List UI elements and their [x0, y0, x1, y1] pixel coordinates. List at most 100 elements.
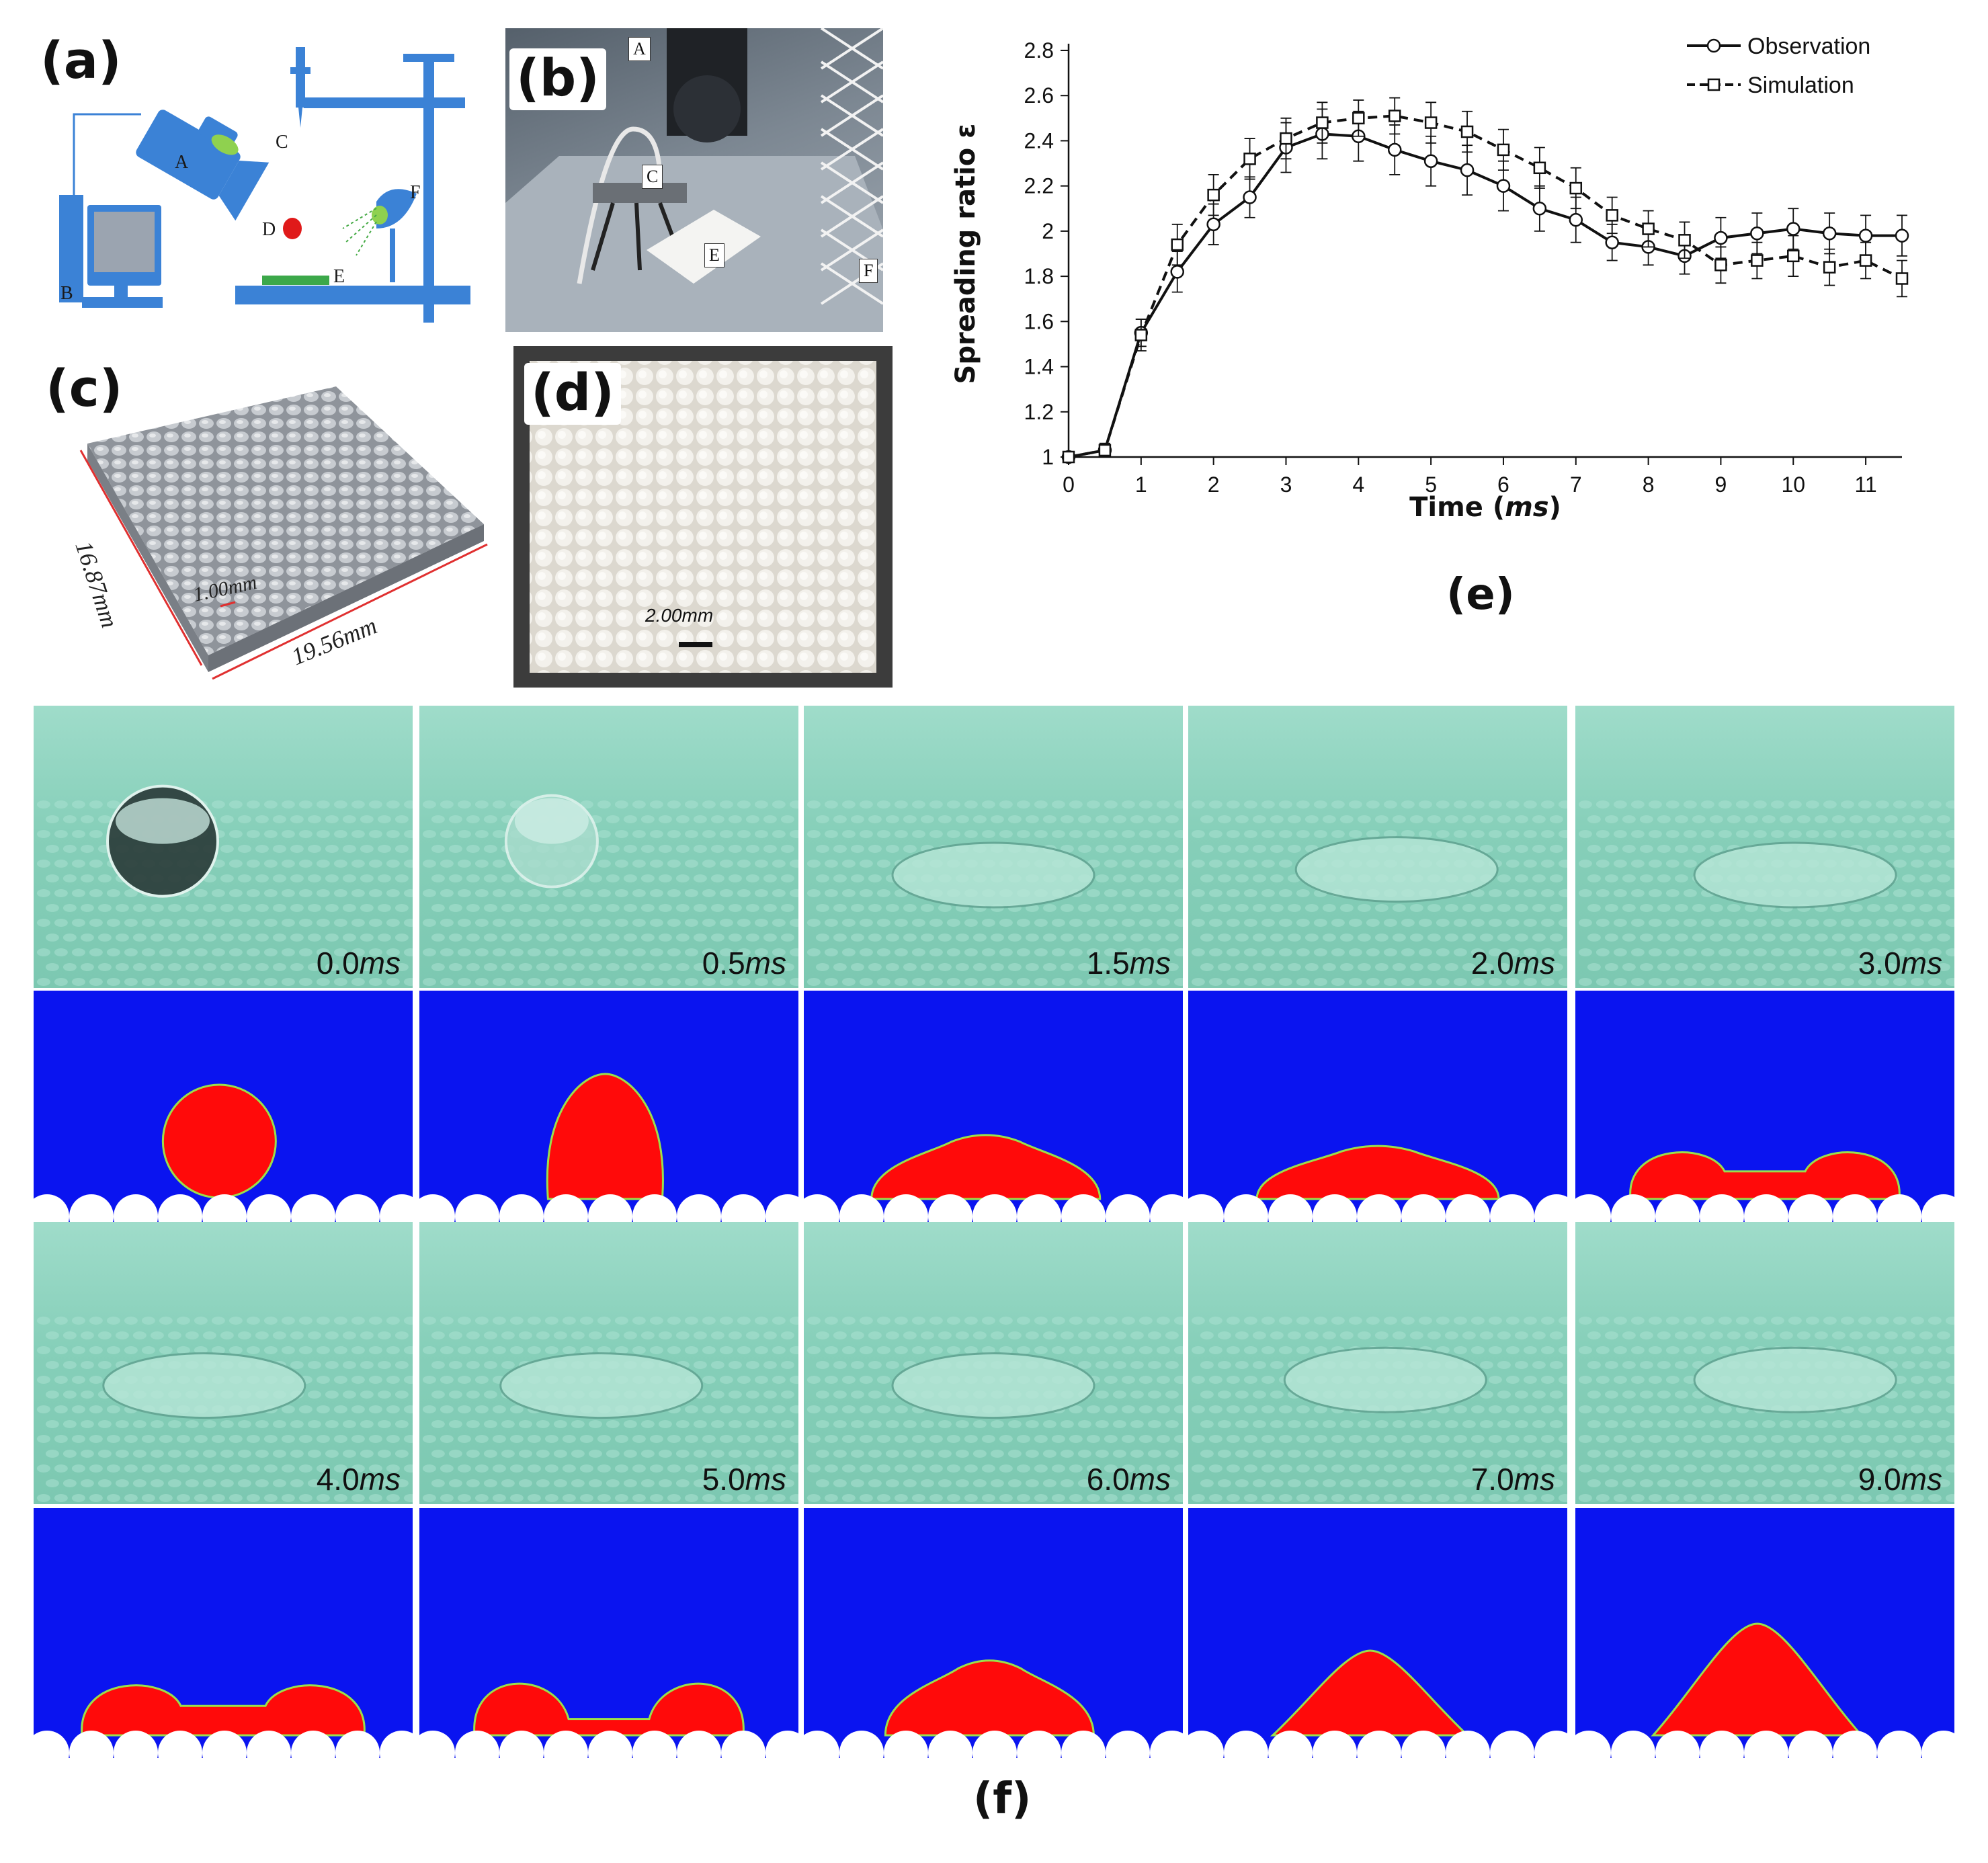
substrate-bump [455, 1194, 499, 1222]
substrate-bump [839, 1731, 884, 1758]
syringe-stand-icon [235, 47, 470, 323]
experiment-frame: 2.0ms [1188, 706, 1567, 988]
droplet [1693, 1346, 1897, 1413]
substrate-model: 16.87mm 19.56mm 1.00mm [70, 386, 488, 680]
time-label: 5.0ms [702, 1461, 786, 1497]
simulation-drawing [804, 1659, 1183, 1758]
substrate-bump [158, 1731, 202, 1758]
substrate-bump [380, 1194, 413, 1222]
simulation-frame [34, 991, 413, 1222]
substrate-bump [1877, 1194, 1921, 1222]
substrate-bump [114, 1194, 158, 1222]
substrate-bump [632, 1731, 677, 1758]
substrate-bump [335, 1194, 380, 1222]
setup-photo-drawing [505, 27, 884, 332]
time-label: 0.5ms [702, 945, 786, 981]
data-point [1423, 154, 1438, 168]
substrate-bump [1700, 1731, 1744, 1758]
y-tick-label: 2 [1042, 219, 1054, 243]
computer-icon [59, 195, 163, 308]
y-tick-label: 1.2 [1024, 400, 1054, 424]
y-tick-label: 2.4 [1024, 128, 1054, 153]
substrate-bump [380, 1731, 413, 1758]
substrate-bump [1575, 1731, 1611, 1758]
experiment-drawing [806, 800, 1183, 986]
data-point [1859, 254, 1872, 267]
substrate-bump [1788, 1731, 1833, 1758]
substrate-bump [1357, 1731, 1401, 1758]
simulation-drawing [1188, 1649, 1567, 1758]
legend-label: Observation [1747, 34, 1870, 59]
substrate-bump [839, 1194, 884, 1222]
panel-a-schematic: A B C D E F [40, 27, 497, 336]
data-point [1895, 229, 1909, 243]
data-point [1134, 329, 1148, 341]
substrate-bump [1575, 1194, 1611, 1222]
substrate-bump [544, 1194, 588, 1222]
experiment-drawing [36, 784, 413, 986]
substrate-bump [1744, 1194, 1788, 1222]
substrate-bump [1534, 1194, 1567, 1222]
x-tick-label: 8 [1643, 472, 1655, 497]
substrate-bump [1611, 1731, 1655, 1758]
simulated-droplet [473, 1682, 745, 1737]
substrate-bump [804, 1194, 839, 1222]
substrate-bump [1700, 1194, 1744, 1222]
droplet [102, 1352, 306, 1419]
svg-text:C: C [276, 132, 288, 153]
substrate-bump [972, 1194, 1017, 1222]
data-point [1858, 229, 1873, 243]
time-value: 4.0 [316, 1462, 360, 1497]
time-unit: ms [1129, 1462, 1171, 1497]
data-point [1605, 235, 1619, 249]
substrate-bump [1655, 1731, 1700, 1758]
substrate-bump [1877, 1731, 1921, 1758]
simulated-droplet [1651, 1622, 1864, 1737]
scale-bar-label: 2.00mm [645, 605, 714, 626]
substrate-bump [335, 1731, 380, 1758]
substrate-bump [884, 1194, 928, 1222]
photo-b-tag-e: E [704, 243, 724, 267]
substrate-bump [69, 1194, 114, 1222]
substrate-bump [632, 1194, 677, 1222]
simulation-drawing [1188, 1145, 1567, 1222]
substrate-bump [804, 1731, 839, 1758]
substrate-bump [1313, 1731, 1357, 1758]
x-axis-label: Time (ms) [1409, 492, 1561, 523]
simulation-drawing [1575, 1151, 1954, 1222]
x-tick-label: 10 [1781, 472, 1805, 497]
simulated-droplet [870, 1134, 1102, 1200]
photo-b-tag-a: A [628, 37, 651, 61]
data-point [1678, 234, 1691, 247]
data-point [1388, 110, 1401, 122]
x-tick-label: 3 [1280, 472, 1292, 497]
substrate-bump [1106, 1194, 1150, 1222]
substrate-bump [588, 1194, 632, 1222]
svg-text:16.87mm: 16.87mm [70, 538, 123, 631]
substrate-bump [1313, 1194, 1357, 1222]
substrate-bump [1106, 1731, 1150, 1758]
time-value: 2.0 [1471, 946, 1514, 981]
data-point [1207, 188, 1220, 202]
simulated-droplet [1270, 1649, 1471, 1737]
experiment-drawing [806, 1317, 1183, 1502]
substrate-bump [419, 1731, 455, 1758]
substrate-bump [1268, 1731, 1313, 1758]
time-value: 5.0 [702, 1462, 745, 1497]
legend-label: Simulation [1747, 73, 1854, 98]
substrate-bump [677, 1194, 721, 1222]
data-point [1206, 217, 1220, 232]
substrate-bump [972, 1731, 1017, 1758]
svg-text:F: F [410, 182, 421, 203]
series-line [1068, 132, 1902, 458]
time-value: 6.0 [1086, 1462, 1130, 1497]
experiment-drawing [422, 1317, 798, 1502]
lamp-icon [342, 189, 417, 282]
time-unit: ms [745, 1462, 786, 1497]
substrate-bump [1655, 1194, 1700, 1222]
data-point [1062, 450, 1075, 464]
substrate-bump [884, 1731, 928, 1758]
substrate-bump [291, 1194, 335, 1222]
data-point [1460, 125, 1474, 138]
panel-c-model: 16.87mm 19.56mm 1.00mm [40, 349, 511, 686]
